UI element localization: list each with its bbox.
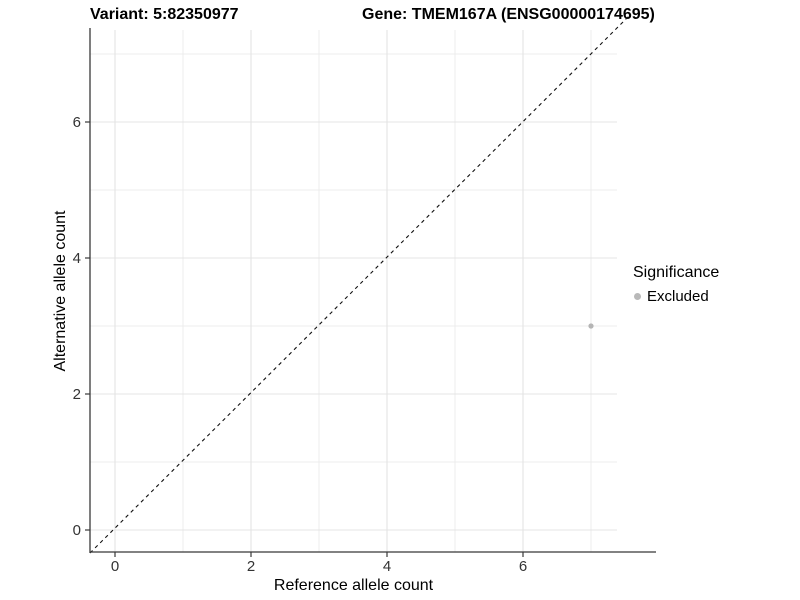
y-tick-label: 6 [73,114,81,131]
x-tick-label: 6 [519,558,527,575]
identity-line [89,13,632,554]
variant-title: Variant: 5:82350977 [90,6,239,23]
legend: Significance Excluded [631,264,719,305]
x-axis-title: Reference allele count [273,577,434,594]
x-tick-label: 0 [111,558,119,575]
y-tick-label: 4 [73,250,81,267]
y-tick-label: 0 [73,522,81,539]
gene-title: Gene: TMEM167A (ENSG00000174695) [362,6,655,23]
legend-item-excluded: Excluded [631,288,719,305]
legend-title: Significance [633,264,720,281]
x-tick-label: 4 [383,558,391,575]
legend-point-icon [634,293,641,300]
legend-item-label: Excluded [647,288,709,305]
y-axis-title: Alternative allele count [52,210,69,372]
y-tick-label: 2 [73,386,81,403]
x-tick-label: 2 [247,558,255,575]
data-point [588,323,594,329]
